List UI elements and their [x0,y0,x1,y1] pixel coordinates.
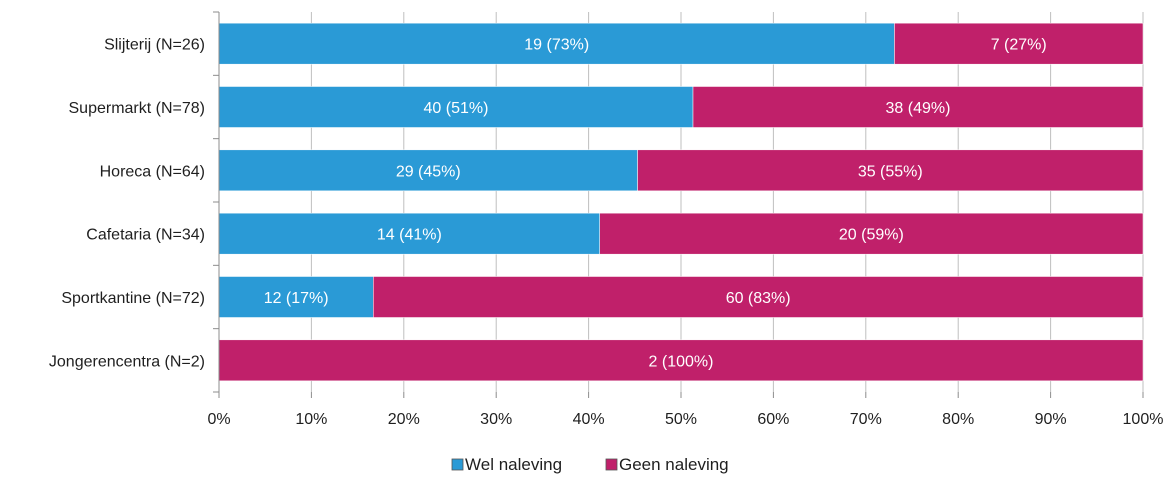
bar-data-label: 38 (49%) [886,100,951,117]
bar-data-label: 60 (83%) [726,290,791,307]
bar-segment [218,339,1144,382]
bar-segment [637,149,1144,192]
bar-data-label: 2 (100%) [649,353,714,370]
legend-label: Wel naleving [465,455,562,474]
legend: Wel naleving Geen naleving [451,455,729,474]
bar-segment [373,276,1144,318]
bar-segment [599,212,1144,255]
bar-data-label: 19 (73%) [524,37,589,54]
grid [218,12,1144,392]
x-tick-label: 70% [850,411,882,428]
legend-swatch [605,458,618,471]
bar-data-label: 20 (59%) [839,227,904,244]
x-tick-label: 90% [1035,411,1067,428]
bar-segment [692,86,1144,128]
category-label: Slijterij (N=26) [104,37,205,54]
x-tick-label: 0% [207,411,230,428]
axes: 0% 10% 20% 30% 40% 50% 60% 70% 80% 90% 100% Slijter… [49,11,1164,428]
bar-data-label: 29 (45%) [396,163,461,180]
x-tick-label: 50% [665,411,697,428]
bar-segment [218,149,638,192]
bar-segment [218,86,694,128]
category-label: Supermarkt (N=78) [69,100,206,117]
x-tick-label: 20% [388,411,420,428]
category-label: Cafetaria (N=34) [86,227,205,244]
category-label: Horeca (N=64) [100,163,205,180]
bar-segment [218,22,895,65]
bar-data-label: 12 (17%) [264,290,329,307]
x-tick-label: 30% [480,411,512,428]
x-tick-label: 100% [1123,411,1164,428]
category-label: Jongerencentra (N=2) [49,353,205,370]
bar-segment [218,276,374,318]
x-tick-label: 80% [942,411,974,428]
bar-data-label: 14 (41%) [377,227,442,244]
category-label: Sportkantine (N=72) [61,290,205,307]
bars: 19 (73%) 7 (27%) 40 (51%) 38 (49%) 29 (45%) 3… [218,22,1144,382]
bar-data-label: 35 (55%) [858,163,923,180]
legend-swatch [451,458,464,471]
x-tick-label: 60% [757,411,789,428]
bar-data-label: 7 (27%) [991,37,1047,54]
x-tick-label: 10% [295,411,327,428]
x-tick-label: 40% [573,411,605,428]
bar-segment [894,22,1144,65]
bar-data-label: 40 (51%) [424,100,489,117]
legend-label: Geen naleving [619,455,729,474]
